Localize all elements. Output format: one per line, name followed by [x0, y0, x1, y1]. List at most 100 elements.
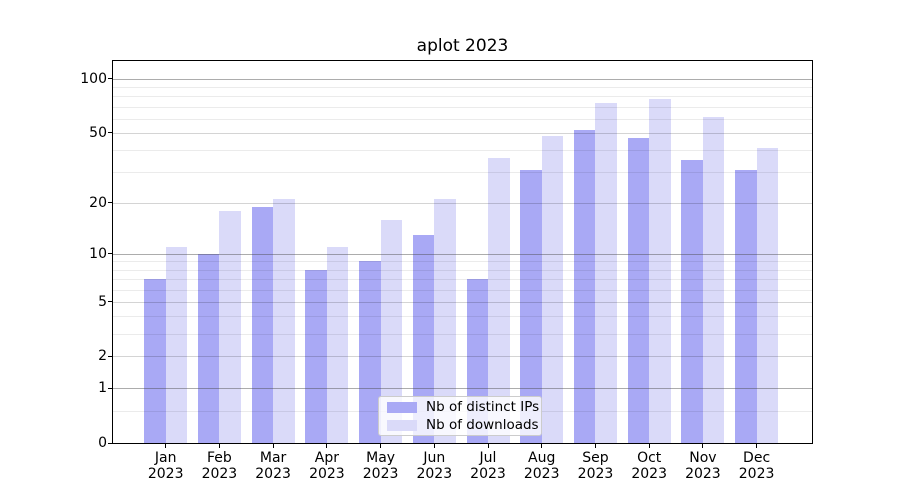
major-gridline	[113, 253, 812, 255]
month-label: Jun	[423, 450, 446, 466]
bar-distinct-ips-aug	[520, 169, 542, 443]
month-label: Jul	[479, 450, 497, 466]
x-axis-tick-label: Jul 2023	[456, 450, 520, 482]
minor-gridline	[113, 118, 812, 120]
y-axis-tick-label: 50	[89, 124, 107, 141]
legend-swatch-distinct-ips	[387, 401, 417, 413]
bar-distinct-ips-jun	[412, 234, 435, 443]
month-label: Sep	[582, 450, 609, 466]
y-axis-tick	[108, 442, 113, 444]
x-axis-tick	[648, 444, 650, 448]
legend-item-downloads: Nb of downloads	[387, 417, 541, 433]
major-gridline	[113, 202, 812, 204]
bar-downloads-apr	[326, 246, 349, 443]
bar-distinct-ips-nov	[681, 160, 703, 443]
major-gridline	[113, 356, 812, 358]
x-axis-tick	[433, 444, 435, 448]
bar-distinct-ips-sep	[573, 129, 596, 443]
year-label: 2023	[147, 465, 184, 482]
x-axis-tick-label: Feb 2023	[187, 450, 251, 482]
month-label: Oct	[637, 450, 662, 466]
y-axis-tick	[108, 202, 113, 204]
bar-distinct-ips-apr	[305, 269, 327, 443]
month-label: Aug	[528, 450, 556, 466]
minor-gridline	[113, 87, 812, 89]
minor-gridline	[113, 333, 812, 335]
x-axis-tick	[487, 444, 489, 448]
x-axis-tick-label: Dec 2023	[725, 450, 789, 482]
x-axis-tick-label: Apr 2023	[295, 450, 359, 482]
x-axis-tick-label: Nov 2023	[671, 450, 735, 482]
bar-distinct-ips-mar	[251, 206, 274, 443]
bar-downloads-jul	[488, 158, 510, 443]
minor-gridline	[113, 316, 812, 317]
plot-area	[112, 60, 813, 444]
x-axis-tick-label: Aug 2023	[510, 450, 574, 482]
year-label: 2023	[201, 465, 238, 482]
x-axis-tick-label: Mar 2023	[241, 450, 305, 482]
x-axis-tick	[595, 444, 596, 448]
minor-gridline	[113, 172, 812, 174]
year-label: 2023	[470, 465, 506, 482]
bar-distinct-ips-feb	[197, 253, 220, 443]
minor-gridline	[113, 261, 812, 263]
bar-downloads-jan	[165, 246, 188, 443]
y-axis-tick	[108, 253, 113, 255]
major-gridline	[113, 301, 812, 303]
x-axis-tick-label: Jun 2023	[402, 450, 466, 482]
year-label: 2023	[523, 465, 560, 482]
x-axis-tick-label: May 2023	[349, 450, 413, 482]
bar-downloads-jun	[434, 199, 456, 443]
x-axis-tick	[326, 444, 328, 448]
legend: Nb of distinct IPs Nb of downloads	[378, 396, 542, 436]
bar-distinct-ips-jan	[144, 278, 166, 443]
x-axis-tick	[756, 444, 758, 448]
bar-downloads-oct	[649, 99, 671, 443]
minor-gridline	[113, 269, 812, 271]
bar-downloads-nov	[702, 117, 725, 443]
major-gridline	[113, 388, 812, 390]
year-label: 2023	[309, 465, 345, 482]
x-axis-tick	[218, 444, 220, 448]
bar-downloads-sep	[595, 103, 617, 443]
bar-distinct-ips-dec	[735, 169, 757, 443]
year-label: 2023	[685, 465, 721, 482]
x-axis-tick	[165, 444, 167, 448]
year-label: 2023	[416, 465, 453, 482]
bar-distinct-ips-may	[359, 261, 381, 443]
minor-gridline	[113, 278, 812, 280]
y-axis-tick-label: 5	[98, 293, 107, 310]
year-label: 2023	[631, 465, 667, 482]
y-axis-tick	[108, 132, 113, 134]
minor-gridline	[113, 106, 812, 108]
y-axis-tick-label: 10	[89, 245, 107, 262]
bar-downloads-feb	[219, 210, 241, 443]
major-gridline	[113, 78, 812, 80]
chart-title: aplot 2023	[416, 36, 509, 56]
minor-gridline	[113, 96, 812, 98]
month-label: May	[366, 450, 396, 466]
month-label: Dec	[743, 450, 771, 466]
bar-downloads-may	[380, 219, 403, 443]
x-axis-tick-label: Oct 2023	[617, 450, 681, 482]
bar-distinct-ips-oct	[627, 137, 650, 443]
y-axis-tick	[108, 301, 113, 303]
x-axis-tick	[702, 444, 704, 448]
minor-gridline	[113, 150, 812, 151]
y-axis-tick-label: 1	[98, 380, 107, 397]
x-axis-tick-label: Jan 2023	[134, 450, 198, 482]
bar-downloads-mar	[273, 199, 295, 443]
y-axis-tick-label: 2	[98, 348, 107, 365]
x-axis-tick-label: Sep 2023	[564, 450, 628, 482]
month-label: Jan	[154, 450, 177, 466]
y-axis-tick	[108, 355, 113, 357]
x-axis-tick	[272, 444, 274, 448]
y-axis-tick	[108, 78, 113, 80]
x-axis-tick	[380, 444, 382, 448]
x-axis-tick	[541, 444, 543, 448]
month-label: Mar	[259, 450, 287, 466]
legend-swatch-downloads	[387, 419, 417, 431]
year-label: 2023	[255, 465, 291, 482]
month-label: Feb	[206, 450, 232, 466]
